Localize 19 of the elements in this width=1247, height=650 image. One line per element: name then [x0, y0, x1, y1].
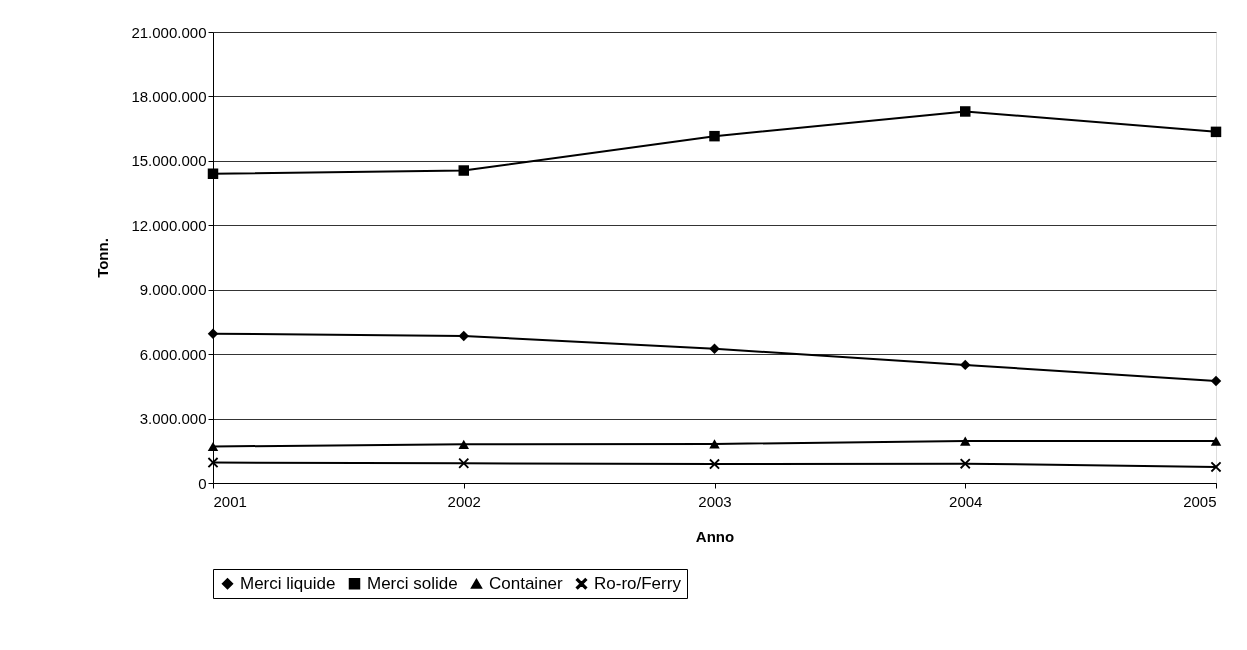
x-tick-label: 2003 — [698, 492, 732, 510]
legend-label: Ro-ro/Ferry — [594, 573, 682, 593]
y-tick-label: 12.000.000 — [131, 216, 207, 234]
legend-label: Merci solide — [367, 573, 458, 593]
x-axis-title: Anno — [695, 527, 735, 545]
x-tick-label: 2004 — [949, 492, 983, 510]
y-tick-label: 21.000.000 — [131, 23, 207, 41]
y-tick-label: 9.000.000 — [139, 281, 207, 299]
x-tick-label: 2002 — [447, 492, 481, 510]
y-tick-label: 15.000.000 — [131, 152, 207, 170]
y-axis-title: Tonn. — [94, 238, 112, 278]
y-tick-label: 6.000.000 — [139, 345, 207, 363]
y-tick-label: 0 — [198, 474, 207, 492]
y-tick-label: 3.000.000 — [139, 410, 207, 428]
legend-label: Container — [489, 573, 564, 593]
x-tick-label: 2001 — [213, 492, 247, 510]
x-tick-label: 2005 — [1183, 492, 1217, 510]
legend-label: Merci liquide — [240, 573, 336, 593]
y-tick-label: 18.000.000 — [131, 87, 207, 105]
